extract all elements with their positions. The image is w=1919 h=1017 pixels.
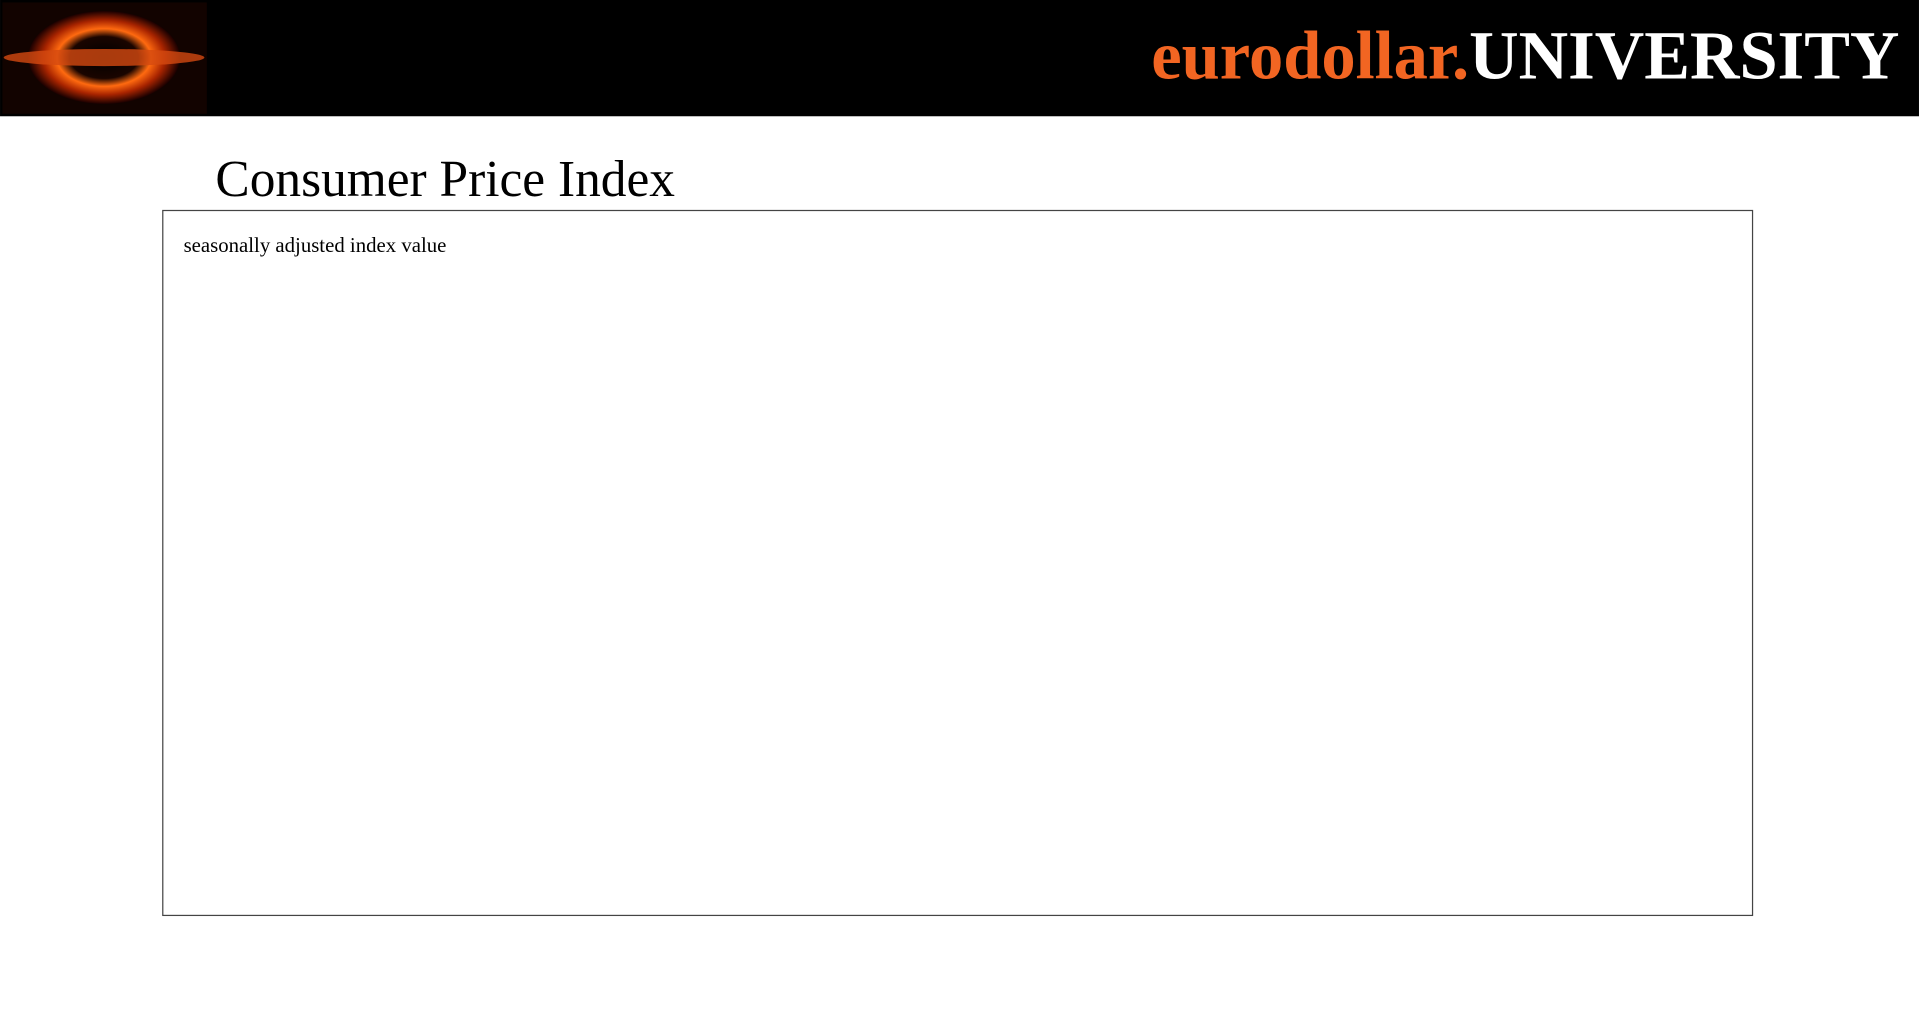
- brand-suffix: UNIVERSITY: [1469, 17, 1899, 93]
- chart-subtitle: seasonally adjusted index value: [184, 234, 447, 257]
- brand-main: eurodollar.: [1151, 17, 1469, 93]
- plot-frame: [162, 209, 1754, 917]
- chart-title: Consumer Price Index: [215, 151, 675, 208]
- header-bar: [0, 0, 1919, 117]
- brand: eurodollar.UNIVERSITY: [1151, 17, 1899, 93]
- logo-disc: [3, 48, 205, 67]
